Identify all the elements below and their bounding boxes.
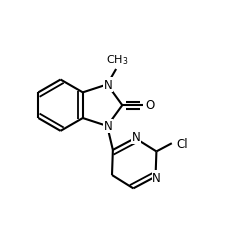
Text: Cl: Cl	[176, 137, 187, 150]
Text: N: N	[152, 171, 160, 184]
Text: CH$_3$: CH$_3$	[106, 53, 128, 67]
Text: N: N	[131, 131, 140, 144]
Text: N: N	[104, 79, 112, 91]
Text: O: O	[144, 99, 154, 112]
Text: N: N	[104, 120, 112, 133]
